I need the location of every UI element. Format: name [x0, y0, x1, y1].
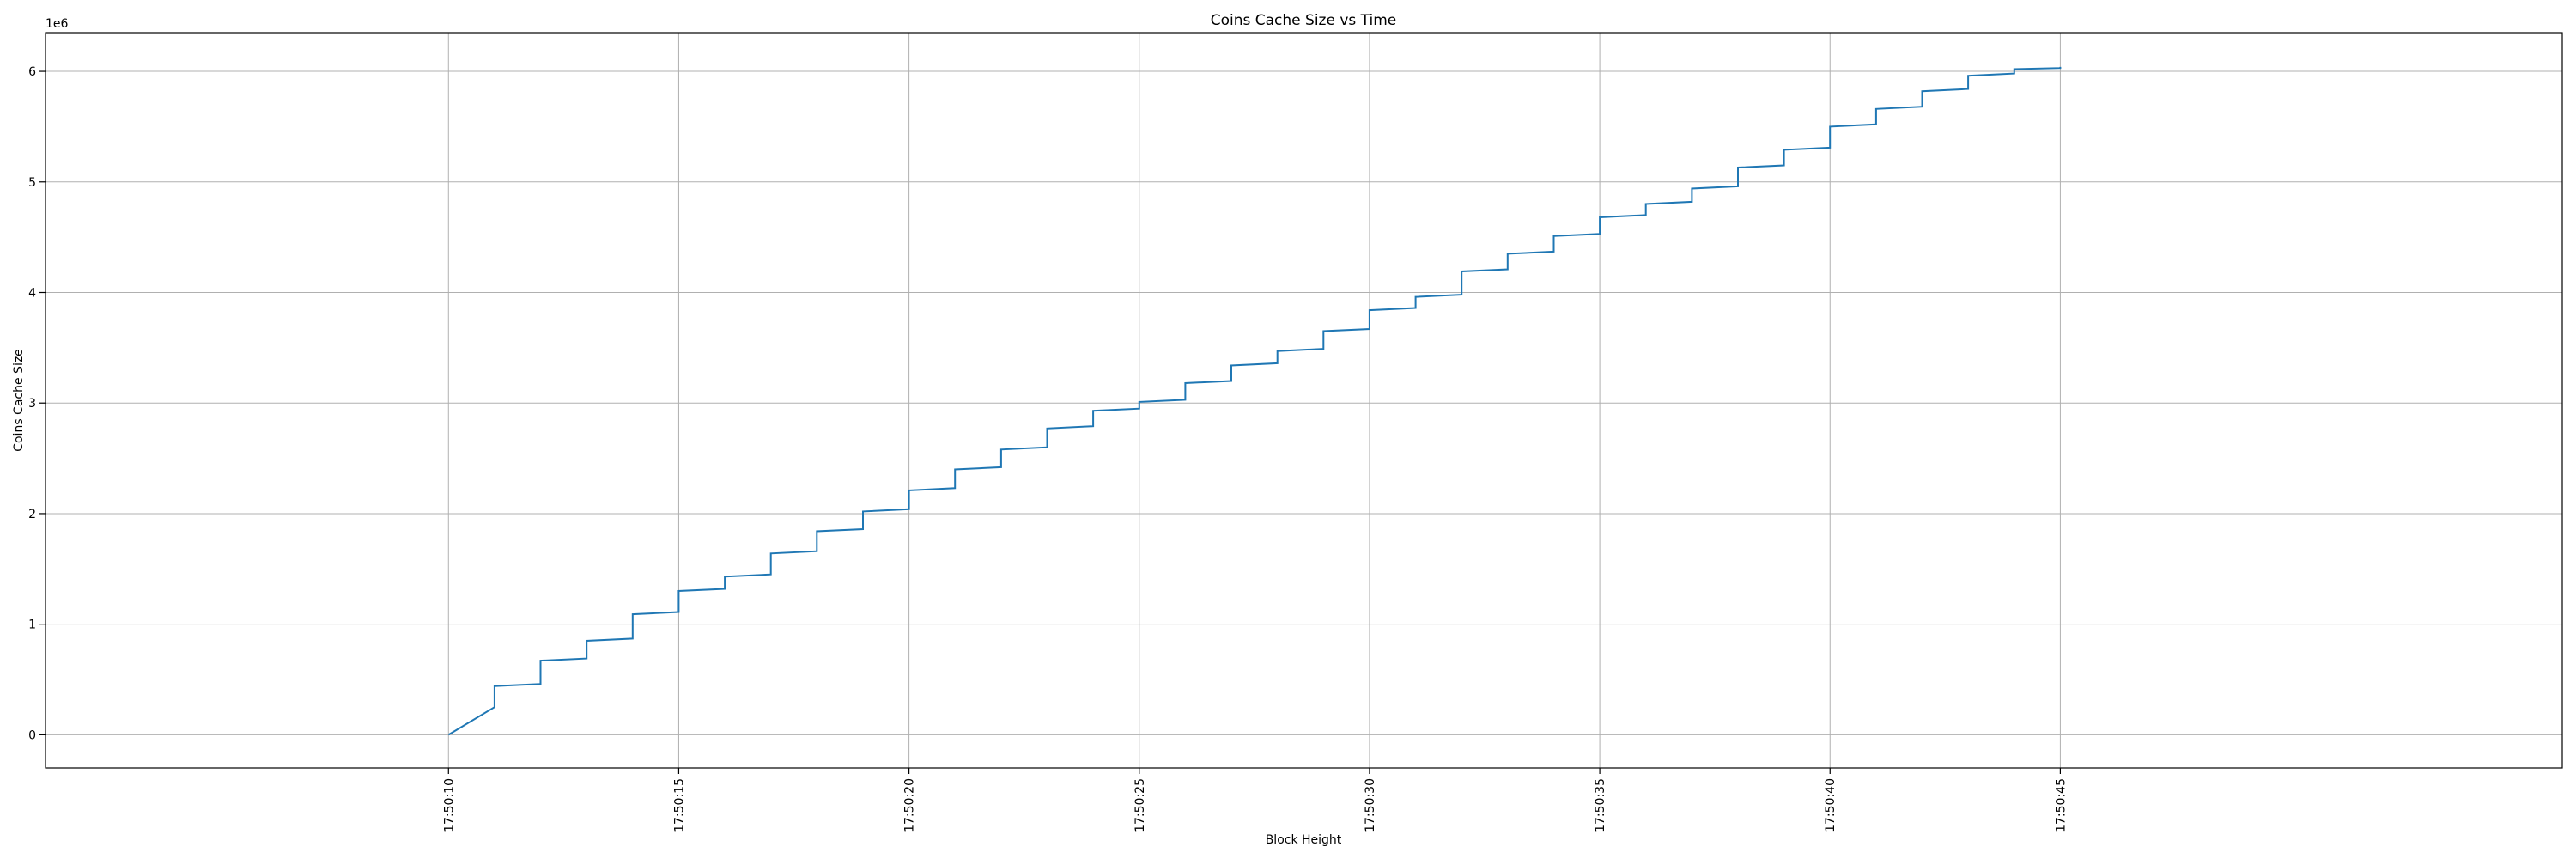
y-tick-label: 6 — [28, 65, 36, 79]
x-tick-label: 17:50:35 — [1594, 778, 1607, 832]
x-tick-label: 17:50:30 — [1364, 778, 1377, 832]
x-tick-label: 17:50:25 — [1133, 778, 1147, 832]
chart-title: Coins Cache Size vs Time — [1211, 12, 1397, 29]
y-tick-label: 1 — [28, 618, 36, 632]
x-tick-label: 17:50:40 — [1824, 778, 1838, 832]
series-layer — [447, 66, 2062, 736]
y-axis-offset-label: 1e6 — [46, 17, 69, 31]
series-line — [447, 66, 2062, 736]
plot-frame — [45, 32, 2563, 769]
x-tick-label: 17:50:20 — [903, 778, 917, 832]
y-tick-label: 3 — [28, 397, 36, 411]
y-tick-label: 4 — [28, 286, 36, 300]
x-tick-label: 17:50:45 — [2054, 778, 2068, 832]
grid — [46, 33, 2562, 768]
y-axis-label: Coins Cache Size — [12, 349, 26, 452]
x-tick-label: 17:50:10 — [442, 778, 456, 832]
y-axis: 0 1 2 3 4 5 6 — [28, 65, 46, 742]
y-tick-label: 2 — [28, 508, 36, 521]
x-axis: 17:50:10 17:50:15 17:50:20 17:50:25 17:50:30… — [442, 768, 2068, 832]
y-tick-label: 0 — [28, 728, 36, 742]
x-axis-label: Block Height — [1266, 833, 1342, 847]
x-tick-label: 17:50:15 — [672, 778, 686, 832]
y-tick-label: 5 — [28, 176, 36, 190]
